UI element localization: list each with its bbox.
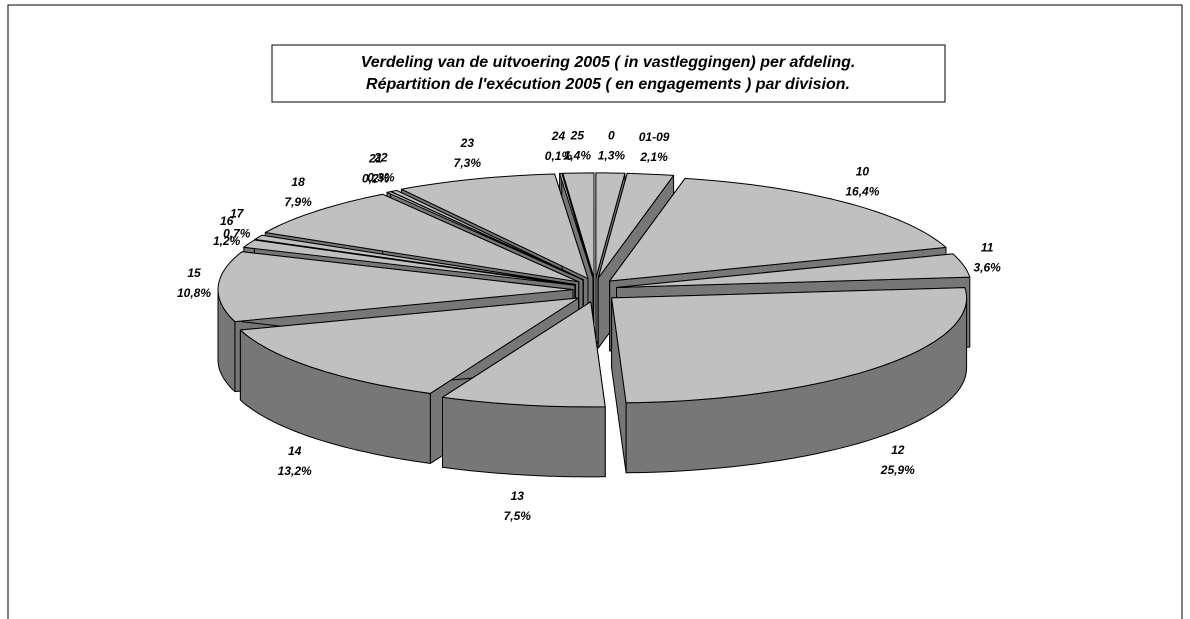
data-label: 25,9% bbox=[880, 463, 915, 477]
slice-top bbox=[243, 239, 576, 286]
slice-top bbox=[254, 234, 576, 286]
category-label: 23 bbox=[460, 136, 475, 150]
slice-top bbox=[239, 297, 580, 394]
data-label: 1,2% bbox=[213, 234, 241, 248]
category-label: 13 bbox=[511, 489, 525, 503]
slice-top bbox=[562, 172, 595, 279]
category-label: 01-09 bbox=[639, 130, 670, 144]
slice bbox=[611, 287, 968, 474]
category-label: 10 bbox=[856, 165, 870, 179]
slice-top bbox=[609, 177, 947, 282]
slice bbox=[442, 301, 606, 478]
data-label: 0,3% bbox=[367, 170, 395, 184]
slice-top bbox=[611, 287, 968, 404]
category-label: 21 bbox=[368, 151, 383, 165]
data-label: 7,3% bbox=[454, 156, 482, 170]
data-label: 10,8% bbox=[177, 286, 211, 300]
category-label: 16 bbox=[220, 214, 234, 228]
category-label: 12 bbox=[891, 443, 905, 457]
data-label: 16,4% bbox=[845, 185, 879, 199]
title-box bbox=[271, 44, 946, 103]
chart-title: Verdeling van de uitvoering 2005 ( in va… bbox=[361, 54, 856, 71]
data-label: 7,9% bbox=[284, 195, 312, 209]
data-label: 1,4% bbox=[564, 149, 592, 163]
category-label: 15 bbox=[187, 266, 201, 280]
chart-frame bbox=[7, 4, 1183, 619]
slice-top bbox=[217, 251, 574, 323]
data-label: 3,6% bbox=[973, 260, 1001, 274]
slice-top bbox=[595, 172, 626, 279]
category-label: 22 bbox=[373, 150, 388, 164]
category-label: 0 bbox=[608, 129, 615, 143]
slice-top bbox=[386, 191, 584, 281]
slice-top bbox=[442, 301, 606, 408]
chart-subtitle: Répartition de l'exécution 2005 ( en eng… bbox=[366, 76, 850, 93]
category-label: 14 bbox=[288, 444, 302, 458]
data-label: 7,5% bbox=[504, 509, 532, 523]
data-label: 0,1% bbox=[545, 149, 573, 163]
data-label: 0,2% bbox=[362, 171, 390, 185]
data-label: 0,7% bbox=[223, 226, 251, 240]
slice-side bbox=[442, 396, 606, 478]
category-label: 18 bbox=[291, 175, 305, 189]
slice-top bbox=[264, 193, 580, 283]
category-label: 24 bbox=[551, 129, 566, 143]
data-label: 2,1% bbox=[639, 150, 668, 164]
category-label: 11 bbox=[981, 240, 994, 254]
category-label: 17 bbox=[230, 206, 245, 220]
data-label: 13,2% bbox=[278, 464, 312, 478]
category-label: 25 bbox=[570, 129, 585, 143]
slice-top bbox=[616, 253, 971, 288]
slice-top bbox=[559, 172, 594, 279]
slice-top bbox=[400, 173, 589, 280]
data-label: 1,3% bbox=[598, 149, 626, 163]
slice-top bbox=[597, 172, 675, 279]
